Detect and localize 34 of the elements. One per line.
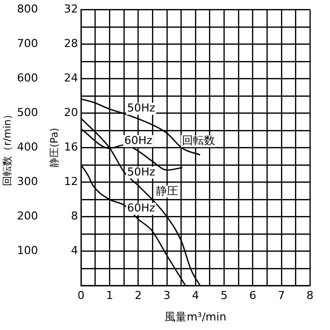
x-tick-label: 7 [278,289,285,302]
x-tick-label: 0 [77,289,84,302]
y2-tick-label: 800 [16,2,38,16]
x-tick-label: 8 [306,289,314,302]
y-tick-label: 4 [70,244,78,257]
x-tick-label: 4 [192,289,199,302]
annotation: 60Hz [127,202,156,215]
x-tick-label: 6 [249,289,256,302]
y2-axis-title: 回転数（r/min） [2,109,14,186]
y-tick-label: 8 [70,209,78,222]
y2-tick-label: 400 [16,140,38,154]
y-tick-label: 12 [64,174,78,188]
y-tick-label: 32 [64,2,78,16]
x-tick-label: 3 [163,289,170,302]
y-tick-label: 16 [64,140,78,154]
annotation: 60Hz [124,134,152,147]
annotation: 回転数 [182,134,215,147]
y2-tick-label: 300 [16,174,38,188]
x-tick-label: 1 [106,289,114,302]
y2-tick-label: 700 [16,36,38,50]
y2-tick-label: 100 [16,244,38,257]
y2-tick-label: 500 [16,106,38,119]
y-tick-label: 24 [64,71,78,84]
x-axis-title: 風量m³/min [164,310,226,324]
annotation: 50Hz [127,102,156,115]
y-axis-title: 静圧(Pa) [48,128,61,168]
x-tick-label: 2 [134,289,142,302]
y2-tick-label: 200 [16,209,38,222]
y-tick-label: 20 [64,106,78,119]
y2-tick-label: 600 [16,71,38,84]
annotation: 静圧 [156,184,178,198]
annotation: 50Hz [127,165,156,178]
y-tick-label: 28 [64,36,78,50]
x-tick-label: 5 [220,289,228,302]
